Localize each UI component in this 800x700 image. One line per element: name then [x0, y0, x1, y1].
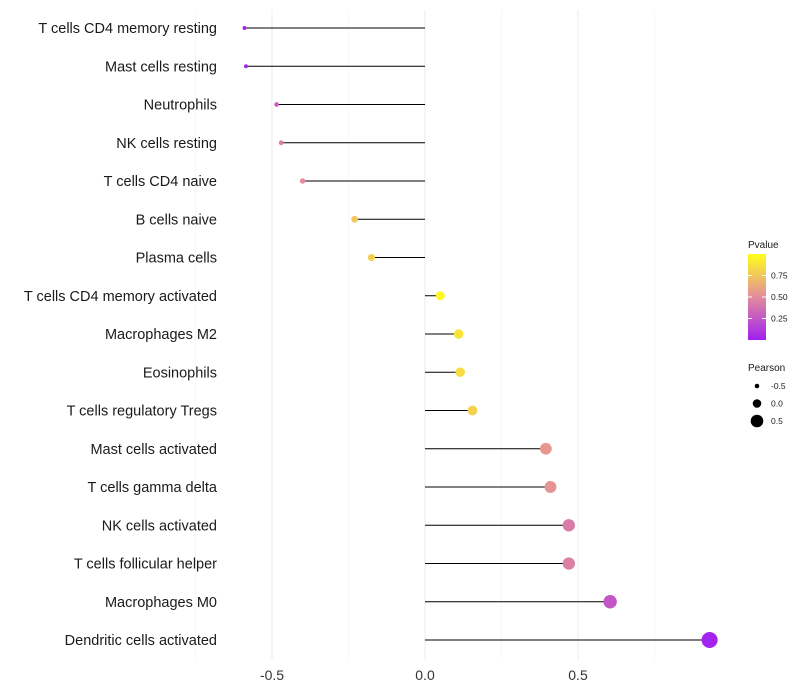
pvalue-colorbar	[748, 254, 766, 340]
lollipop-point	[701, 631, 718, 649]
lollipop-point	[299, 178, 306, 184]
lollipop-point	[453, 329, 464, 339]
pearson-size-label: 0.0	[771, 399, 783, 409]
category-label: T cells CD4 naive	[104, 174, 217, 190]
category-label: NK cells activated	[102, 518, 217, 534]
lollipop-point	[244, 64, 248, 69]
lollipop-point	[242, 26, 247, 30]
lollipop-point	[544, 481, 557, 493]
lollipop-point	[455, 367, 465, 378]
category-label: T cells regulatory Tregs	[67, 404, 217, 420]
category-label: B cells naive	[136, 212, 217, 228]
pearson-size-label: -0.5	[771, 381, 786, 391]
category-label: Neutrophils	[144, 98, 217, 114]
category-label: T cells CD4 memory activated	[24, 289, 217, 305]
x-axis-ticks: -0.5 0.0 0.5	[260, 667, 588, 683]
x-tick-label: -0.5	[260, 667, 284, 683]
pvalue-legend-title: Pvalue	[748, 240, 779, 251]
category-label: Eosinophils	[143, 365, 217, 381]
lollipop-point	[539, 442, 552, 455]
category-label: Macrophages M2	[105, 327, 217, 343]
category-labels: T cells CD4 memory resting Mast cells res…	[24, 21, 218, 649]
pvalue-legend: Pvalue 0.75 0.50 0.25	[748, 240, 788, 340]
pvalue-tick-label: 0.25	[771, 314, 788, 324]
pearson-size-label: 0.5	[771, 416, 783, 426]
lollipop-point	[562, 519, 575, 532]
lollipop-points	[242, 26, 718, 649]
pearson-size-key	[752, 399, 762, 408]
category-label: Mast cells activated	[90, 442, 217, 458]
pearson-size-key	[754, 383, 760, 389]
x-tick-label: 0.0	[415, 667, 435, 683]
pearson-legend-title: Pearson	[748, 363, 785, 374]
category-label: T cells gamma delta	[88, 480, 218, 496]
lollipop-point	[467, 405, 478, 416]
category-label: NK cells resting	[116, 136, 217, 152]
lollipop-point	[603, 595, 617, 609]
x-tick-label: 0.5	[568, 667, 588, 683]
pearson-legend: Pearson -0.5 0.0 0.5	[748, 363, 786, 428]
lollipop-point	[435, 291, 445, 301]
category-label: T cells CD4 memory resting	[38, 21, 217, 37]
pearson-size-key	[750, 414, 764, 428]
category-label: Mast cells resting	[105, 59, 217, 75]
category-label: T cells follicular helper	[74, 557, 217, 573]
category-label: Macrophages M0	[105, 595, 217, 611]
category-label: Dendritic cells activated	[65, 633, 217, 649]
lollipop-point	[274, 102, 279, 107]
pvalue-tick-label: 0.75	[771, 271, 788, 281]
pvalue-tick-label: 0.50	[771, 292, 788, 302]
grid-lines	[195, 10, 655, 660]
lollipop-point	[367, 253, 376, 262]
lollipop-point	[351, 215, 358, 223]
category-label: Plasma cells	[136, 251, 217, 267]
lollipop-point	[278, 140, 284, 146]
lollipop-stems	[244, 27, 710, 641]
lollipop-point	[562, 557, 575, 570]
